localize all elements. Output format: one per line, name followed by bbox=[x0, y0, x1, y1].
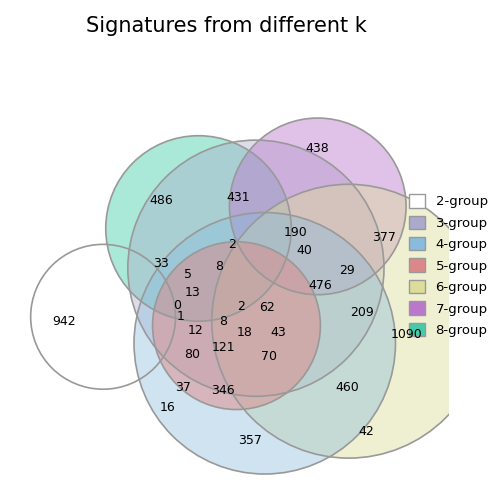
Text: 62: 62 bbox=[260, 301, 275, 314]
Text: 486: 486 bbox=[150, 194, 173, 207]
Circle shape bbox=[229, 118, 406, 295]
Text: 43: 43 bbox=[270, 326, 286, 339]
Text: 0: 0 bbox=[173, 299, 181, 312]
Text: 2: 2 bbox=[228, 238, 236, 251]
Title: Signatures from different k: Signatures from different k bbox=[86, 16, 367, 36]
Text: 42: 42 bbox=[358, 425, 374, 438]
Text: 346: 346 bbox=[211, 384, 235, 397]
Text: 8: 8 bbox=[219, 314, 227, 328]
Circle shape bbox=[106, 136, 291, 321]
Text: 1090: 1090 bbox=[390, 328, 422, 341]
Circle shape bbox=[212, 184, 485, 458]
Text: 13: 13 bbox=[184, 286, 200, 299]
Text: 33: 33 bbox=[154, 257, 169, 270]
Text: 121: 121 bbox=[211, 341, 235, 354]
Text: 37: 37 bbox=[175, 381, 191, 394]
Text: 357: 357 bbox=[238, 434, 262, 447]
Circle shape bbox=[153, 242, 321, 410]
Circle shape bbox=[134, 213, 396, 474]
Text: 40: 40 bbox=[296, 244, 312, 257]
Text: 29: 29 bbox=[339, 265, 355, 277]
Text: 476: 476 bbox=[308, 279, 332, 292]
Text: 16: 16 bbox=[160, 401, 175, 414]
Text: 1: 1 bbox=[177, 310, 185, 323]
Text: 70: 70 bbox=[261, 350, 277, 363]
Text: 2: 2 bbox=[237, 300, 245, 312]
Text: 209: 209 bbox=[350, 306, 374, 319]
Text: 460: 460 bbox=[335, 381, 359, 394]
Text: 377: 377 bbox=[372, 231, 396, 244]
Text: 5: 5 bbox=[184, 268, 192, 281]
Text: 12: 12 bbox=[188, 324, 204, 337]
Text: 431: 431 bbox=[226, 191, 250, 204]
Text: 438: 438 bbox=[306, 143, 330, 155]
Text: 8: 8 bbox=[215, 260, 223, 273]
Text: 942: 942 bbox=[52, 314, 76, 328]
Text: 190: 190 bbox=[284, 226, 307, 239]
Text: 18: 18 bbox=[236, 326, 253, 339]
Circle shape bbox=[128, 140, 384, 396]
Legend: 2-group, 3-group, 4-group, 5-group, 6-group, 7-group, 8-group: 2-group, 3-group, 4-group, 5-group, 6-gr… bbox=[403, 187, 494, 344]
Text: 80: 80 bbox=[184, 348, 200, 361]
